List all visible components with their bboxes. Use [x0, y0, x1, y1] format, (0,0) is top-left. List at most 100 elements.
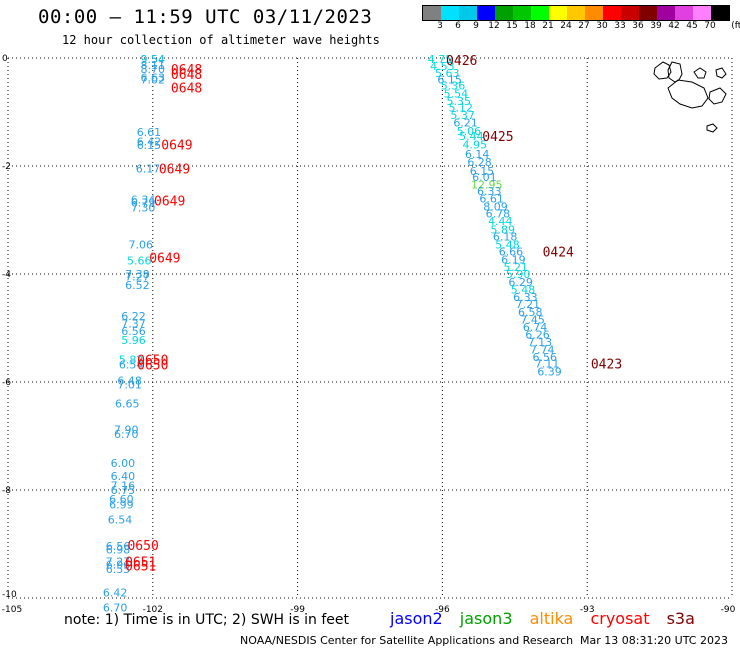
color-scale-label: 36 — [632, 21, 644, 31]
legend-jason3: jason3 — [459, 609, 513, 628]
color-swatch — [477, 6, 495, 20]
time-label: 0648 — [171, 82, 202, 97]
wave-height-label: 6.55 — [106, 563, 131, 576]
wave-height-label: 7.16 — [111, 480, 136, 493]
x-tick-label: -96 — [435, 605, 450, 615]
galapagos-islands — [653, 61, 727, 133]
wave-height-label: 7.21 — [516, 298, 541, 311]
x-tick-label: -99 — [290, 605, 305, 615]
x-tick-label: -90 — [721, 605, 736, 615]
wave-height-label: 5.06 — [457, 125, 482, 138]
time-label: 0426 — [446, 54, 477, 69]
axis-tick-labels: -105 -102 -99 -96 -93 -90 0 -2 -4 -6 -8 -10 — [2, 54, 736, 615]
color-scale-label: 3 — [437, 21, 443, 31]
color-swatch — [423, 6, 441, 20]
wave-height-label: 4.75 — [428, 53, 453, 66]
wave-height-label: 5.48 — [511, 284, 536, 297]
color-scale-label: 6 — [455, 21, 461, 31]
wave-height-label: 6.33 — [477, 185, 502, 198]
wave-height-label: 6.61 — [137, 126, 162, 139]
wave-height-label: 5.82 — [119, 353, 144, 366]
time-label: 0649 — [159, 163, 190, 178]
color-scale-label: 42 — [668, 21, 680, 31]
wave-height-label: 7.11 — [535, 358, 560, 371]
color-scale-label: 18 — [524, 21, 536, 31]
wave-height-label: 5.36 — [441, 80, 466, 93]
wave-height-label: 6.66 — [499, 245, 524, 258]
color-swatch — [711, 6, 729, 20]
wave-height-label: 6.54 — [108, 514, 133, 527]
color-swatch — [441, 6, 459, 20]
color-scale-label: 30 — [596, 21, 608, 31]
color-swatch — [567, 6, 585, 20]
wave-height-label: 6.19 — [501, 253, 526, 266]
time-label: 0649 — [161, 138, 192, 153]
wave-height-label: 6.52 — [125, 279, 150, 292]
color-swatch — [549, 6, 567, 20]
wave-height-label: 7.01 — [117, 379, 142, 392]
color-swatch — [675, 6, 693, 20]
color-scale-unit: (ft) — [731, 21, 740, 31]
wave-height-label: 5.48 — [495, 238, 520, 251]
color-swatch — [585, 6, 603, 20]
wave-height-label: 6.74 — [523, 321, 548, 334]
color-swatch — [693, 6, 711, 20]
wave-height-label: 6.63 — [141, 71, 166, 84]
color-scale-label: 39 — [650, 21, 662, 31]
island-outline — [706, 123, 718, 133]
time-label: 0425 — [482, 130, 513, 145]
wave-height-label: 7.30 — [131, 202, 156, 215]
wave-height-label: 6.14 — [465, 148, 490, 161]
wave-height-label: 6.79 — [131, 197, 156, 210]
wave-height-label: 6.54 — [119, 359, 144, 372]
wave-height-label: 12.95 — [471, 178, 503, 191]
grid-lines — [7, 57, 733, 599]
time-label: 0650 — [127, 539, 158, 554]
wave-height-label: 4.44 — [488, 215, 513, 228]
time-label: 0651 — [125, 560, 156, 575]
time-label: 0650 — [137, 359, 168, 374]
wave-height-label: 6.00 — [111, 457, 136, 470]
wave-height-label: 5.66 — [127, 255, 152, 268]
footer-note: note: 1) Time is in UTC; 2) SWH is in fe… — [64, 612, 350, 628]
wave-height-label: 6.17 — [136, 163, 161, 176]
time-label: 0649 — [149, 251, 180, 266]
wave-height-label: 5.89 — [490, 224, 515, 237]
color-scale-label: 21 — [542, 21, 554, 31]
wave-height-label: 5.44 — [459, 130, 484, 143]
wave-height-label: 6.40 — [111, 470, 136, 483]
wave-height-label: 6.99 — [109, 499, 134, 512]
legend-altika: altika — [529, 609, 574, 628]
wave-height-label: 6.15 — [470, 165, 495, 178]
wave-height-label: 6.56 — [121, 325, 146, 338]
time-labels: 0648064806480649064906490649065006500650… — [125, 54, 622, 574]
wave-height-label: 6.15 — [437, 74, 462, 87]
island-outline — [708, 87, 727, 105]
wave-height-label: 6.56 — [532, 351, 557, 364]
island-outline — [667, 61, 683, 83]
wave-height-label: 6.29 — [508, 276, 533, 289]
wave-height-label: 5.96 — [121, 334, 146, 347]
wave-height-label: 6.56 — [106, 540, 131, 553]
color-scale-label: 9 — [473, 21, 479, 31]
wave-height-label: 6.34 — [131, 193, 156, 206]
color-scale-label: 24 — [560, 21, 572, 31]
x-tick-label: -102 — [143, 605, 163, 615]
y-tick-label: 0 — [2, 54, 8, 64]
color-swatch — [621, 6, 639, 20]
wave-height-label: 6.60 — [109, 493, 134, 506]
island-outline — [667, 79, 709, 109]
wave-height-label: 7.13 — [528, 336, 553, 349]
color-scale-bar — [422, 5, 730, 21]
time-label: 0423 — [591, 358, 622, 373]
time-label: 0649 — [154, 195, 185, 210]
chart-title: 00:00 – 11:59 UTC 03/11/2023 — [38, 6, 373, 28]
time-label: 0424 — [543, 245, 574, 260]
wave-height-label: 6.98 — [106, 543, 131, 556]
wave-height-label: 6.96 — [106, 559, 131, 572]
wave-height-label: 6.42 — [103, 587, 128, 600]
chart-subtitle: 12 hour collection of altimeter wave hei… — [62, 33, 380, 47]
wave-height-label: 7.90 — [114, 424, 139, 437]
wave-height-label: 7.38 — [125, 268, 150, 281]
